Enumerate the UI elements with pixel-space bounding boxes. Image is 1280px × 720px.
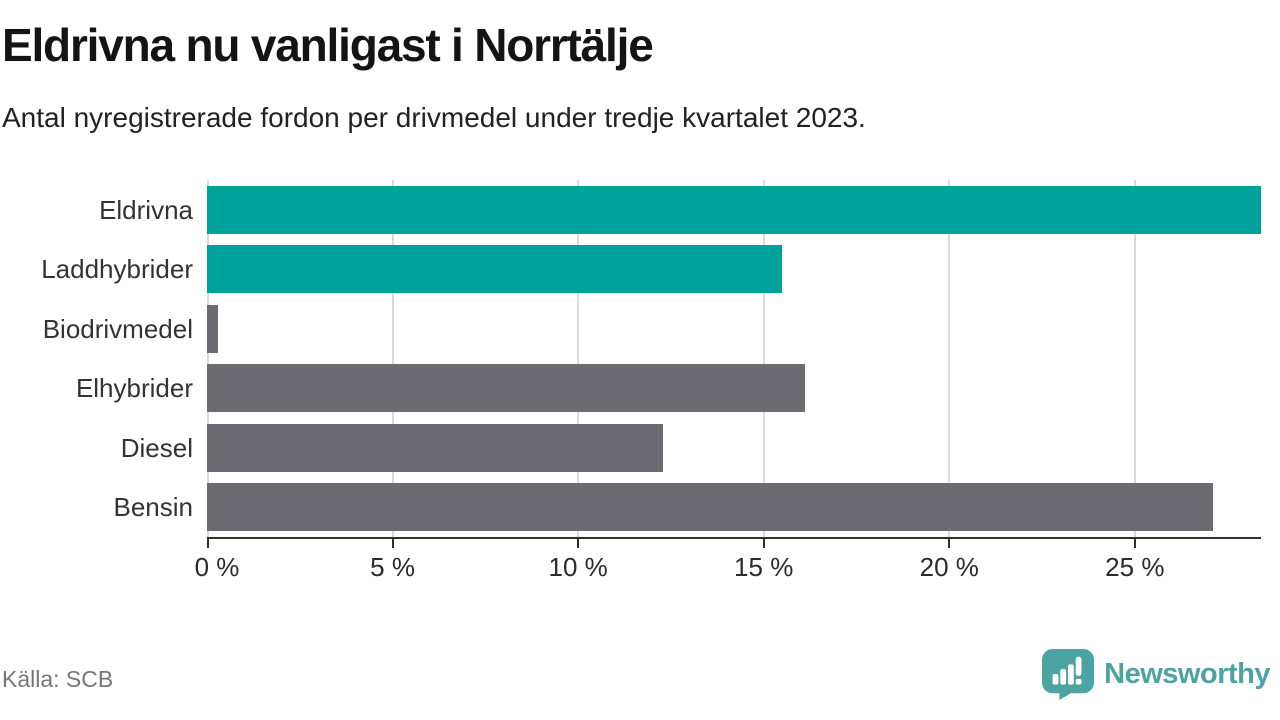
gridline xyxy=(207,180,209,537)
x-axis-tick xyxy=(762,539,765,548)
gridline xyxy=(391,180,394,537)
category-label: Diesel xyxy=(120,433,193,463)
category-label: Bensin xyxy=(113,492,194,522)
newsworthy-logo: Newsworthy xyxy=(1041,648,1270,700)
bar-diesel xyxy=(207,424,663,472)
x-axis-line xyxy=(207,537,1261,539)
chart-title: Eldrivna nu vanligast i Norrtälje xyxy=(2,19,654,71)
category-label: Laddhybrider xyxy=(41,254,193,284)
bar-elhybrider xyxy=(207,364,805,412)
gridline xyxy=(948,180,951,537)
bar-biodrivmedel xyxy=(207,305,218,353)
x-tick-label: 15 % xyxy=(734,552,794,582)
bar-chart-plot: Eldrivna Laddhybrider Biodrivmedel Elhybrid… xyxy=(41,180,1261,582)
x-axis-tick xyxy=(207,539,209,548)
bar-laddhybrider xyxy=(207,245,782,293)
x-axis-tick xyxy=(1133,539,1136,548)
source-note: Källa: SCB xyxy=(2,666,114,692)
x-axis-tick xyxy=(391,539,394,548)
category-label: Elhybrider xyxy=(75,373,193,403)
newsworthy-logo-icon xyxy=(1042,648,1095,700)
x-tick-label: 25 % xyxy=(1105,552,1165,582)
x-axis-tick xyxy=(948,539,951,548)
x-tick-label: 20 % xyxy=(919,552,979,582)
bar-bensin xyxy=(207,483,1213,531)
category-label: Biodrivmedel xyxy=(42,314,193,344)
newsworthy-logo-text: Newsworthy xyxy=(1104,658,1270,690)
x-tick-label: 5 % xyxy=(370,552,415,582)
bar-eldrivna xyxy=(207,186,1261,234)
x-axis-tick xyxy=(577,539,580,548)
gridline xyxy=(1133,180,1136,537)
category-label: Eldrivna xyxy=(99,195,193,225)
x-tick-label: 10 % xyxy=(548,552,608,582)
gridline xyxy=(762,180,765,537)
gridline xyxy=(577,180,580,537)
chart-subtitle: Antal nyregistrerade fordon per drivmede… xyxy=(2,102,866,133)
x-tick-label: 0 % xyxy=(194,552,240,582)
